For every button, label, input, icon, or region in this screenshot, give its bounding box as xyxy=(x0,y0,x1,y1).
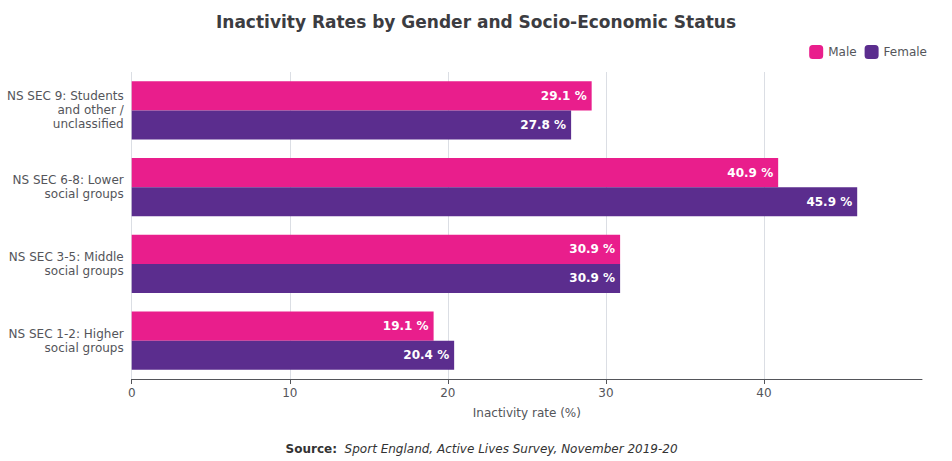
svg-text:30: 30 xyxy=(598,386,613,400)
svg-text:NS SEC 9: Students: NS SEC 9: Students xyxy=(7,89,124,103)
svg-text:19.1 %: 19.1 % xyxy=(383,319,429,333)
svg-text:27.8 %: 27.8 % xyxy=(520,118,566,132)
svg-text:Inactivity Rates by Gender and: Inactivity Rates by Gender and Socio-Eco… xyxy=(216,12,736,32)
svg-text:30.9 %: 30.9 % xyxy=(569,271,615,285)
svg-text:40: 40 xyxy=(756,386,771,400)
svg-text:social groups: social groups xyxy=(45,187,124,201)
svg-text:NS SEC 3-5: Middle: NS SEC 3-5: Middle xyxy=(9,250,124,264)
svg-text:Male: Male xyxy=(828,45,856,59)
svg-text:0: 0 xyxy=(128,386,136,400)
svg-text:10: 10 xyxy=(282,386,297,400)
svg-text:20: 20 xyxy=(440,386,455,400)
svg-text:Inactivity rate (%): Inactivity rate (%) xyxy=(473,406,581,420)
svg-text:45.9 %: 45.9 % xyxy=(806,195,852,209)
svg-text:unclassified: unclassified xyxy=(53,117,124,131)
svg-text:Sport England, Active Lives Su: Sport England, Active Lives Survey, Nove… xyxy=(337,442,678,456)
svg-text:NS SEC 6-8: Lower: NS SEC 6-8: Lower xyxy=(13,173,124,187)
svg-text:Source:: Source: xyxy=(286,442,337,456)
svg-text:NS SEC 1-2: Higher: NS SEC 1-2: Higher xyxy=(9,327,124,341)
svg-text:social groups: social groups xyxy=(45,341,124,355)
svg-text:30.9 %: 30.9 % xyxy=(569,242,615,256)
svg-text:social groups: social groups xyxy=(45,264,124,278)
svg-text:Female: Female xyxy=(884,45,927,59)
svg-text:20.4 %: 20.4 % xyxy=(403,348,449,362)
svg-text:29.1 %: 29.1 % xyxy=(541,89,587,103)
svg-text:and other /: and other / xyxy=(58,103,125,117)
svg-text:40.9 %: 40.9 % xyxy=(727,166,773,180)
